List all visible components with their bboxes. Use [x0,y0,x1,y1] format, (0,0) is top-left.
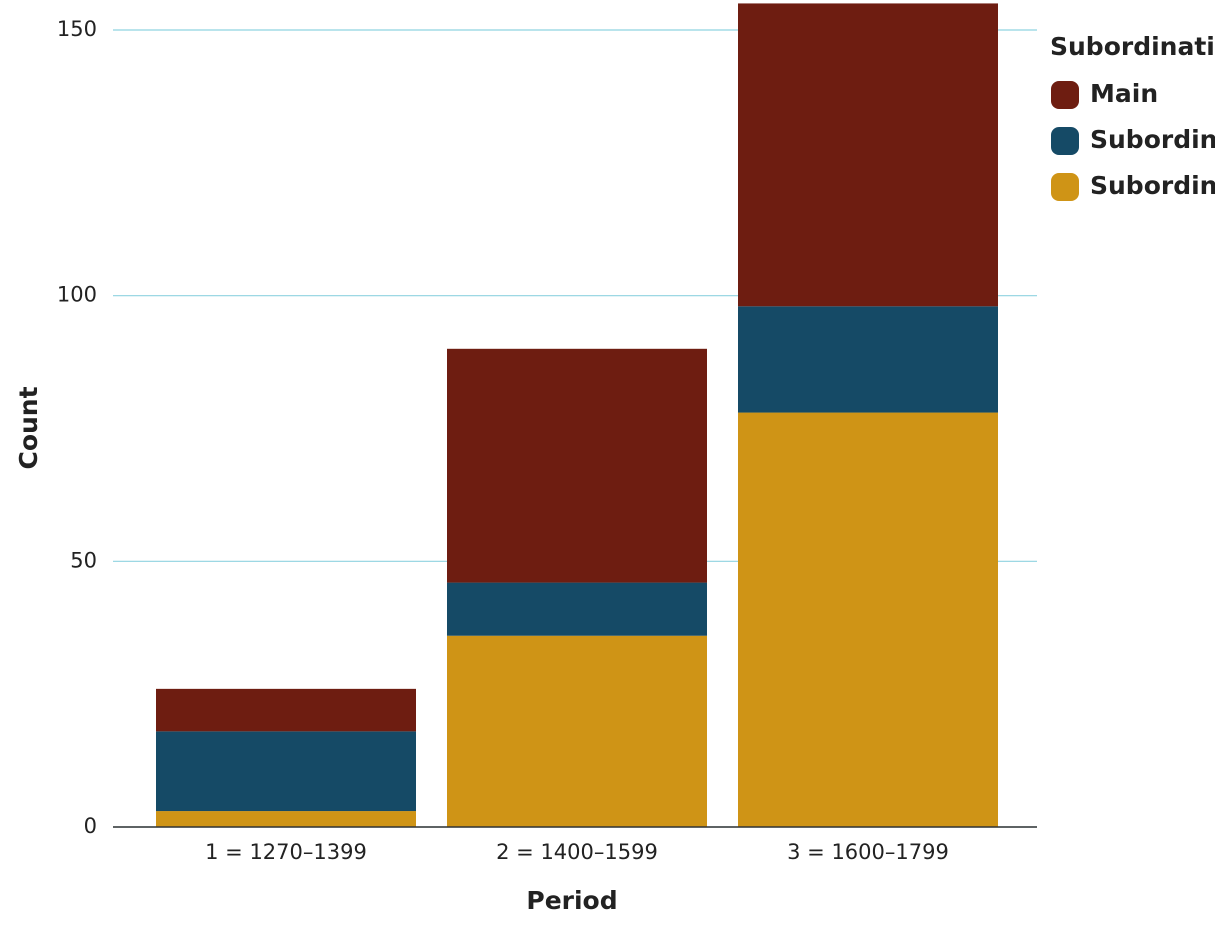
x-tick-label: 1 = 1270–1399 [205,840,367,864]
bar-segment [447,582,707,636]
bar-segment [447,348,707,583]
bar-segment [156,688,416,732]
legend-title: Subordination [1050,32,1215,61]
legend-label: Subordinate finite [1090,125,1215,154]
legend-swatch [1051,127,1079,155]
bar-segment [738,3,998,307]
bar-segment [156,731,416,812]
y-tick-label: 100 [57,283,97,307]
legend-label: Main [1090,79,1158,108]
x-tick-label: 3 = 1600–1799 [787,840,949,864]
legend-swatch [1051,81,1079,109]
legend-label: Subordinate non-finite [1090,171,1215,200]
y-tick-label: 150 [57,17,97,41]
bar-segment [156,811,416,827]
x-tick-label: 2 = 1400–1599 [496,840,658,864]
bar-segment [447,635,707,827]
bar-segment [738,412,998,827]
legend-swatch [1051,173,1079,201]
bar-segment [738,306,998,413]
x-axis-title: Period [526,886,617,915]
y-axis-title: Count [14,386,43,469]
y-tick-label: 0 [84,814,97,838]
y-tick-label: 50 [70,548,97,572]
